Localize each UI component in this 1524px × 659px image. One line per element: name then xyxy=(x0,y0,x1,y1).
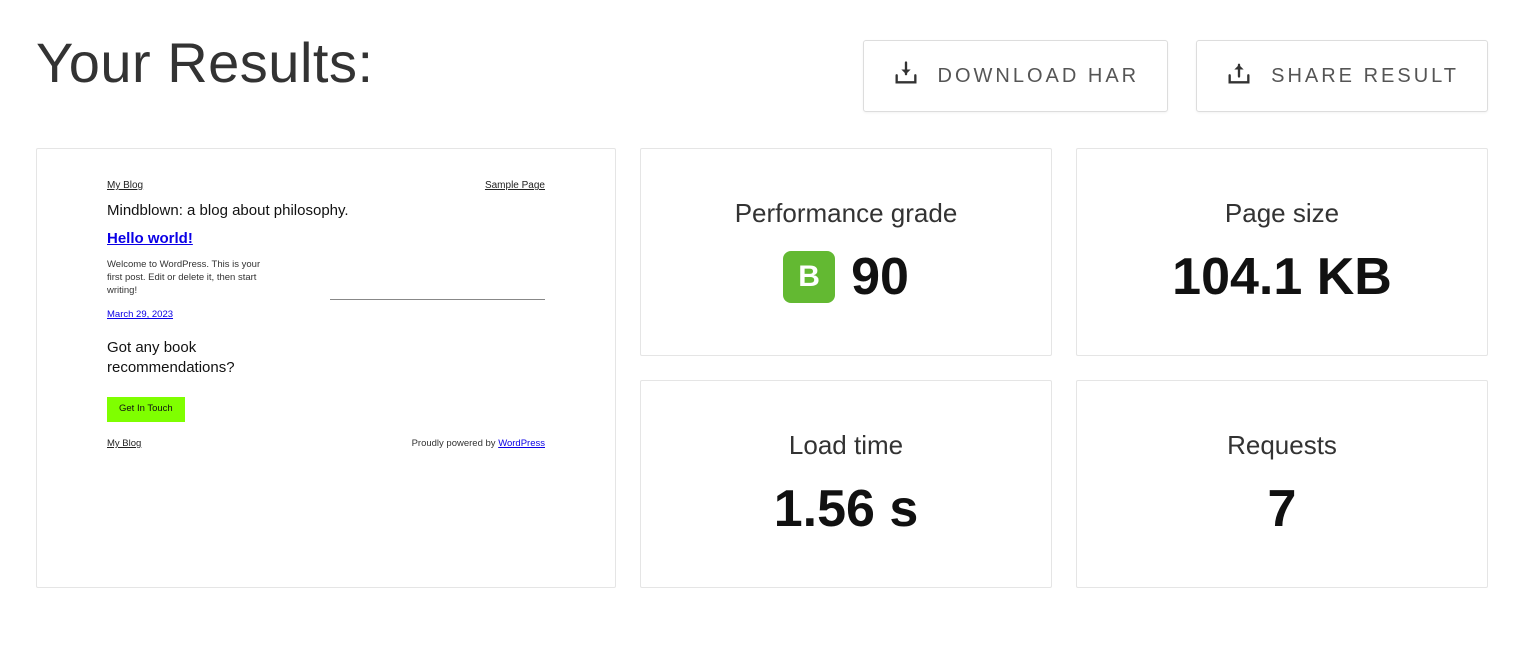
download-icon xyxy=(892,59,920,93)
preview-tagline: Mindblown: a blog about philosophy. xyxy=(107,201,545,221)
preview-nav-link: Sample Page xyxy=(485,179,545,193)
preview-footer-prefix: Proudly powered by xyxy=(412,438,499,449)
preview-footer-link: WordPress xyxy=(498,438,545,449)
preview-site-name: My Blog xyxy=(107,179,143,193)
action-buttons: DOWNLOAD HAR SHARE RESULT xyxy=(863,40,1488,112)
requests-card: Requests 7 xyxy=(1076,380,1488,588)
preview-divider xyxy=(330,299,545,300)
preview-cta-button: Get In Touch xyxy=(107,397,185,422)
grade-badge: B xyxy=(783,251,835,303)
grade-score: 90 xyxy=(851,247,909,307)
load-time-value: 1.56 s xyxy=(774,479,919,539)
download-har-button[interactable]: DOWNLOAD HAR xyxy=(863,40,1169,112)
preview-footer-powered: Proudly powered by WordPress xyxy=(412,438,545,451)
preview-post-excerpt: Welcome to WordPress. This is your first… xyxy=(107,259,277,297)
preview-cta-heading: Got any book recommendations? xyxy=(107,338,297,377)
page-title: Your Results: xyxy=(36,30,374,95)
performance-grade-label: Performance grade xyxy=(735,198,958,229)
load-time-card: Load time 1.56 s xyxy=(640,380,1052,588)
page-size-card: Page size 104.1 KB xyxy=(1076,148,1488,356)
site-preview: My Blog Sample Page Mindblown: a blog ab… xyxy=(107,179,545,451)
share-result-button[interactable]: SHARE RESULT xyxy=(1196,40,1488,112)
load-time-label: Load time xyxy=(789,430,903,461)
screenshot-preview-card: My Blog Sample Page Mindblown: a blog ab… xyxy=(36,148,616,588)
page-size-value: 104.1 KB xyxy=(1172,247,1392,307)
performance-grade-value: B 90 xyxy=(783,247,909,307)
preview-post-date: March 29, 2023 xyxy=(107,309,173,322)
preview-post-title: Hello world! xyxy=(107,229,193,249)
preview-footer-site: My Blog xyxy=(107,438,141,451)
download-har-label: DOWNLOAD HAR xyxy=(938,65,1140,88)
share-icon xyxy=(1225,59,1253,93)
results-grid: My Blog Sample Page Mindblown: a blog ab… xyxy=(36,148,1488,588)
performance-grade-card: Performance grade B 90 xyxy=(640,148,1052,356)
share-result-label: SHARE RESULT xyxy=(1271,65,1459,88)
page-size-label: Page size xyxy=(1225,198,1339,229)
requests-value: 7 xyxy=(1268,479,1297,539)
requests-label: Requests xyxy=(1227,430,1337,461)
